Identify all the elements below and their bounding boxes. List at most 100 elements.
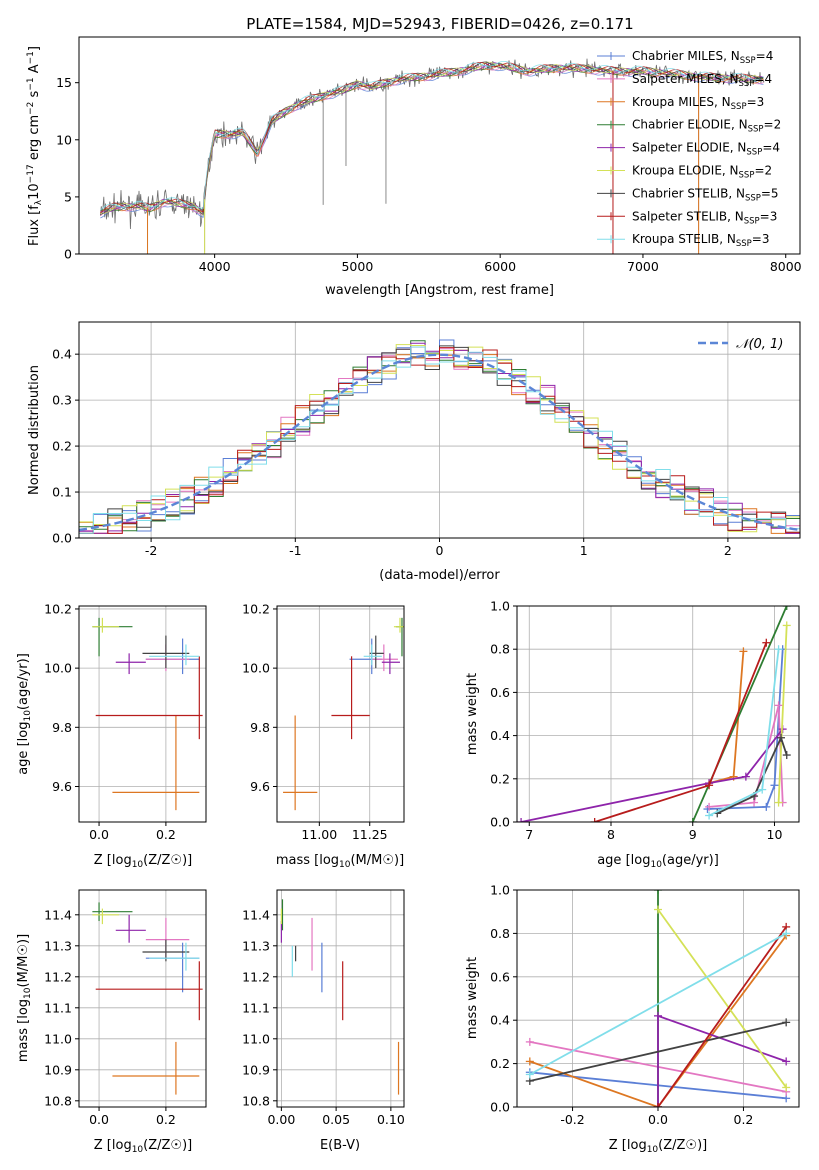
x-tick-label: 0.2 — [734, 1112, 754, 1127]
weight-marker — [654, 1011, 662, 1020]
y-tick-label: 0.6 — [490, 969, 510, 984]
residual-histogram-step — [79, 347, 800, 534]
x-tick-label: 8 — [607, 827, 615, 842]
x-tick-label: 0.2 — [156, 827, 176, 842]
y-tick-label: 1.0 — [490, 599, 510, 614]
y-tick-label: 11.4 — [44, 907, 72, 922]
legend-item: Salpeter STELIB, NSSP=3 — [597, 209, 777, 226]
x-axis-label: Z [log10(Z/Z☉)] — [94, 853, 192, 870]
plot-area — [280, 899, 400, 1095]
x-tick-label: 11.25 — [352, 827, 388, 842]
y-tick-label: 10 — [56, 132, 72, 147]
x-tick-label: -2 — [145, 543, 157, 558]
y-tick-label: 0.4 — [490, 1013, 510, 1028]
y-tick-label: 0.1 — [52, 485, 72, 500]
error-bar-point — [331, 656, 370, 740]
x-tick-label: 2 — [724, 543, 732, 558]
weight-line — [657, 908, 787, 1089]
legend-item: Chabrier STELIB, NSSP=5 — [597, 186, 779, 203]
x-tick-label: 1 — [580, 543, 588, 558]
error-bar-point — [112, 1041, 200, 1095]
weight-marker — [777, 733, 786, 742]
y-tick-label: 5 — [64, 189, 72, 204]
x-tick-label: 7000 — [627, 259, 659, 274]
y-tick-label: 0.0 — [52, 531, 72, 546]
legend-label: 𝒩(0, 1) — [736, 337, 783, 352]
legend-label: Salpeter STELIB, NSSP=3 — [632, 209, 777, 226]
mass-vs-extinction-plot: 0.00 0.05 0.10 10.8 10.9 11.0 11.1 11.2 11.3 11.4… — [242, 889, 405, 1153]
weight-marker — [590, 818, 599, 822]
weight-marker — [782, 1083, 791, 1092]
error-bar-point — [115, 653, 146, 675]
y-tick-label: 1.0 — [490, 883, 510, 898]
weight-line — [716, 735, 788, 815]
weight-marker — [774, 701, 783, 710]
weight-line — [777, 625, 788, 803]
y-axis-label: mass weight — [465, 673, 480, 755]
weight-marker — [688, 818, 697, 822]
y-tick-label: 0.2 — [490, 771, 510, 786]
y-tick-label: 10.0 — [242, 661, 270, 676]
y-tick-label: 0.2 — [490, 1056, 510, 1071]
weight-marker — [525, 1037, 534, 1046]
x-axis-label: Z [log10(Z/Z☉)] — [94, 1138, 192, 1155]
legend-label: Chabrier ELODIE, NSSP=2 — [632, 118, 781, 135]
weight-marker — [782, 1018, 791, 1027]
y-tick-label: 10.2 — [44, 601, 72, 616]
y-tick-label: 9.6 — [250, 779, 270, 794]
residual-histogram-step — [79, 349, 800, 534]
plot-area — [92, 617, 203, 811]
weight-marker — [705, 802, 714, 811]
model-spectrum-line — [100, 61, 764, 211]
weight-marker — [782, 606, 791, 610]
plot-area — [283, 617, 404, 811]
y-tick-label: 9.8 — [250, 720, 270, 735]
y-tick-label: 10.2 — [242, 601, 270, 616]
plot-area — [525, 890, 791, 1107]
weight-line — [529, 1021, 787, 1082]
axes-frame — [78, 889, 207, 1108]
y-tick-label: 9.8 — [52, 720, 72, 735]
spectrum-plot: 4000 5000 6000 7000 8000 0 5 10 15 Chabrier MILES… — [26, 36, 802, 298]
x-tick-label: 0 — [436, 543, 444, 558]
figure-title: PLATE=1584, MJD=52943, FIBERID=0426, z=0… — [246, 15, 633, 33]
legend-item: Chabrier ELODIE, NSSP=2 — [597, 118, 781, 135]
weight-marker — [705, 811, 714, 820]
y-tick-label: 0.6 — [490, 685, 510, 700]
weight-marker — [782, 751, 791, 760]
weight-marker — [762, 802, 771, 811]
plot-area — [79, 339, 800, 534]
weight-marker — [774, 798, 783, 807]
x-tick-label: 0.05 — [322, 1112, 350, 1127]
error-bar-point — [142, 635, 190, 669]
y-tick-label: 0.4 — [52, 347, 72, 362]
x-tick-label: 11.00 — [301, 827, 337, 842]
y-tick-label: 0.8 — [490, 926, 510, 941]
y-tick-label: 10.9 — [44, 1062, 72, 1077]
x-tick-label: -0.2 — [560, 1112, 584, 1127]
weight-marker — [741, 772, 750, 781]
weight-marker — [705, 781, 714, 790]
axes-frame — [78, 605, 207, 823]
y-tick-label: 11.3 — [242, 938, 270, 953]
weight-marker — [770, 781, 779, 790]
y-tick-label: 11.1 — [242, 1000, 270, 1015]
spectrum-legend: Chabrier MILES, NSSP=4 Salpeter MILES, NS… — [597, 49, 781, 249]
weight-vs-age-plot: 7 8 9 10 0.0 0.2 0.4 0.6 0.8 1.0 age [log10(age/yr… — [465, 599, 800, 870]
error-bar-point — [92, 908, 120, 925]
legend-item: Salpeter ELODIE, NSSP=4 — [597, 141, 780, 158]
y-tick-label: 0.8 — [490, 642, 510, 657]
y-tick-label: 0.0 — [490, 1100, 510, 1115]
axes-frame — [516, 605, 800, 823]
error-bar-point — [149, 644, 200, 666]
y-tick-label: 0.2 — [52, 439, 72, 454]
y-tick-label: 10.8 — [242, 1093, 270, 1108]
legend-label: Chabrier STELIB, NSSP=5 — [632, 186, 779, 203]
weight-marker — [758, 785, 767, 794]
y-tick-label: 9.6 — [52, 779, 72, 794]
y-axis-label: Flux [fλ10−17 erg cm−2 s−1 A−1] — [26, 46, 44, 246]
weight-marker — [654, 890, 662, 894]
x-tick-label: 0.00 — [267, 1112, 295, 1127]
x-tick-label: 0.0 — [89, 1112, 109, 1127]
y-axis-label: mass weight — [465, 957, 480, 1039]
